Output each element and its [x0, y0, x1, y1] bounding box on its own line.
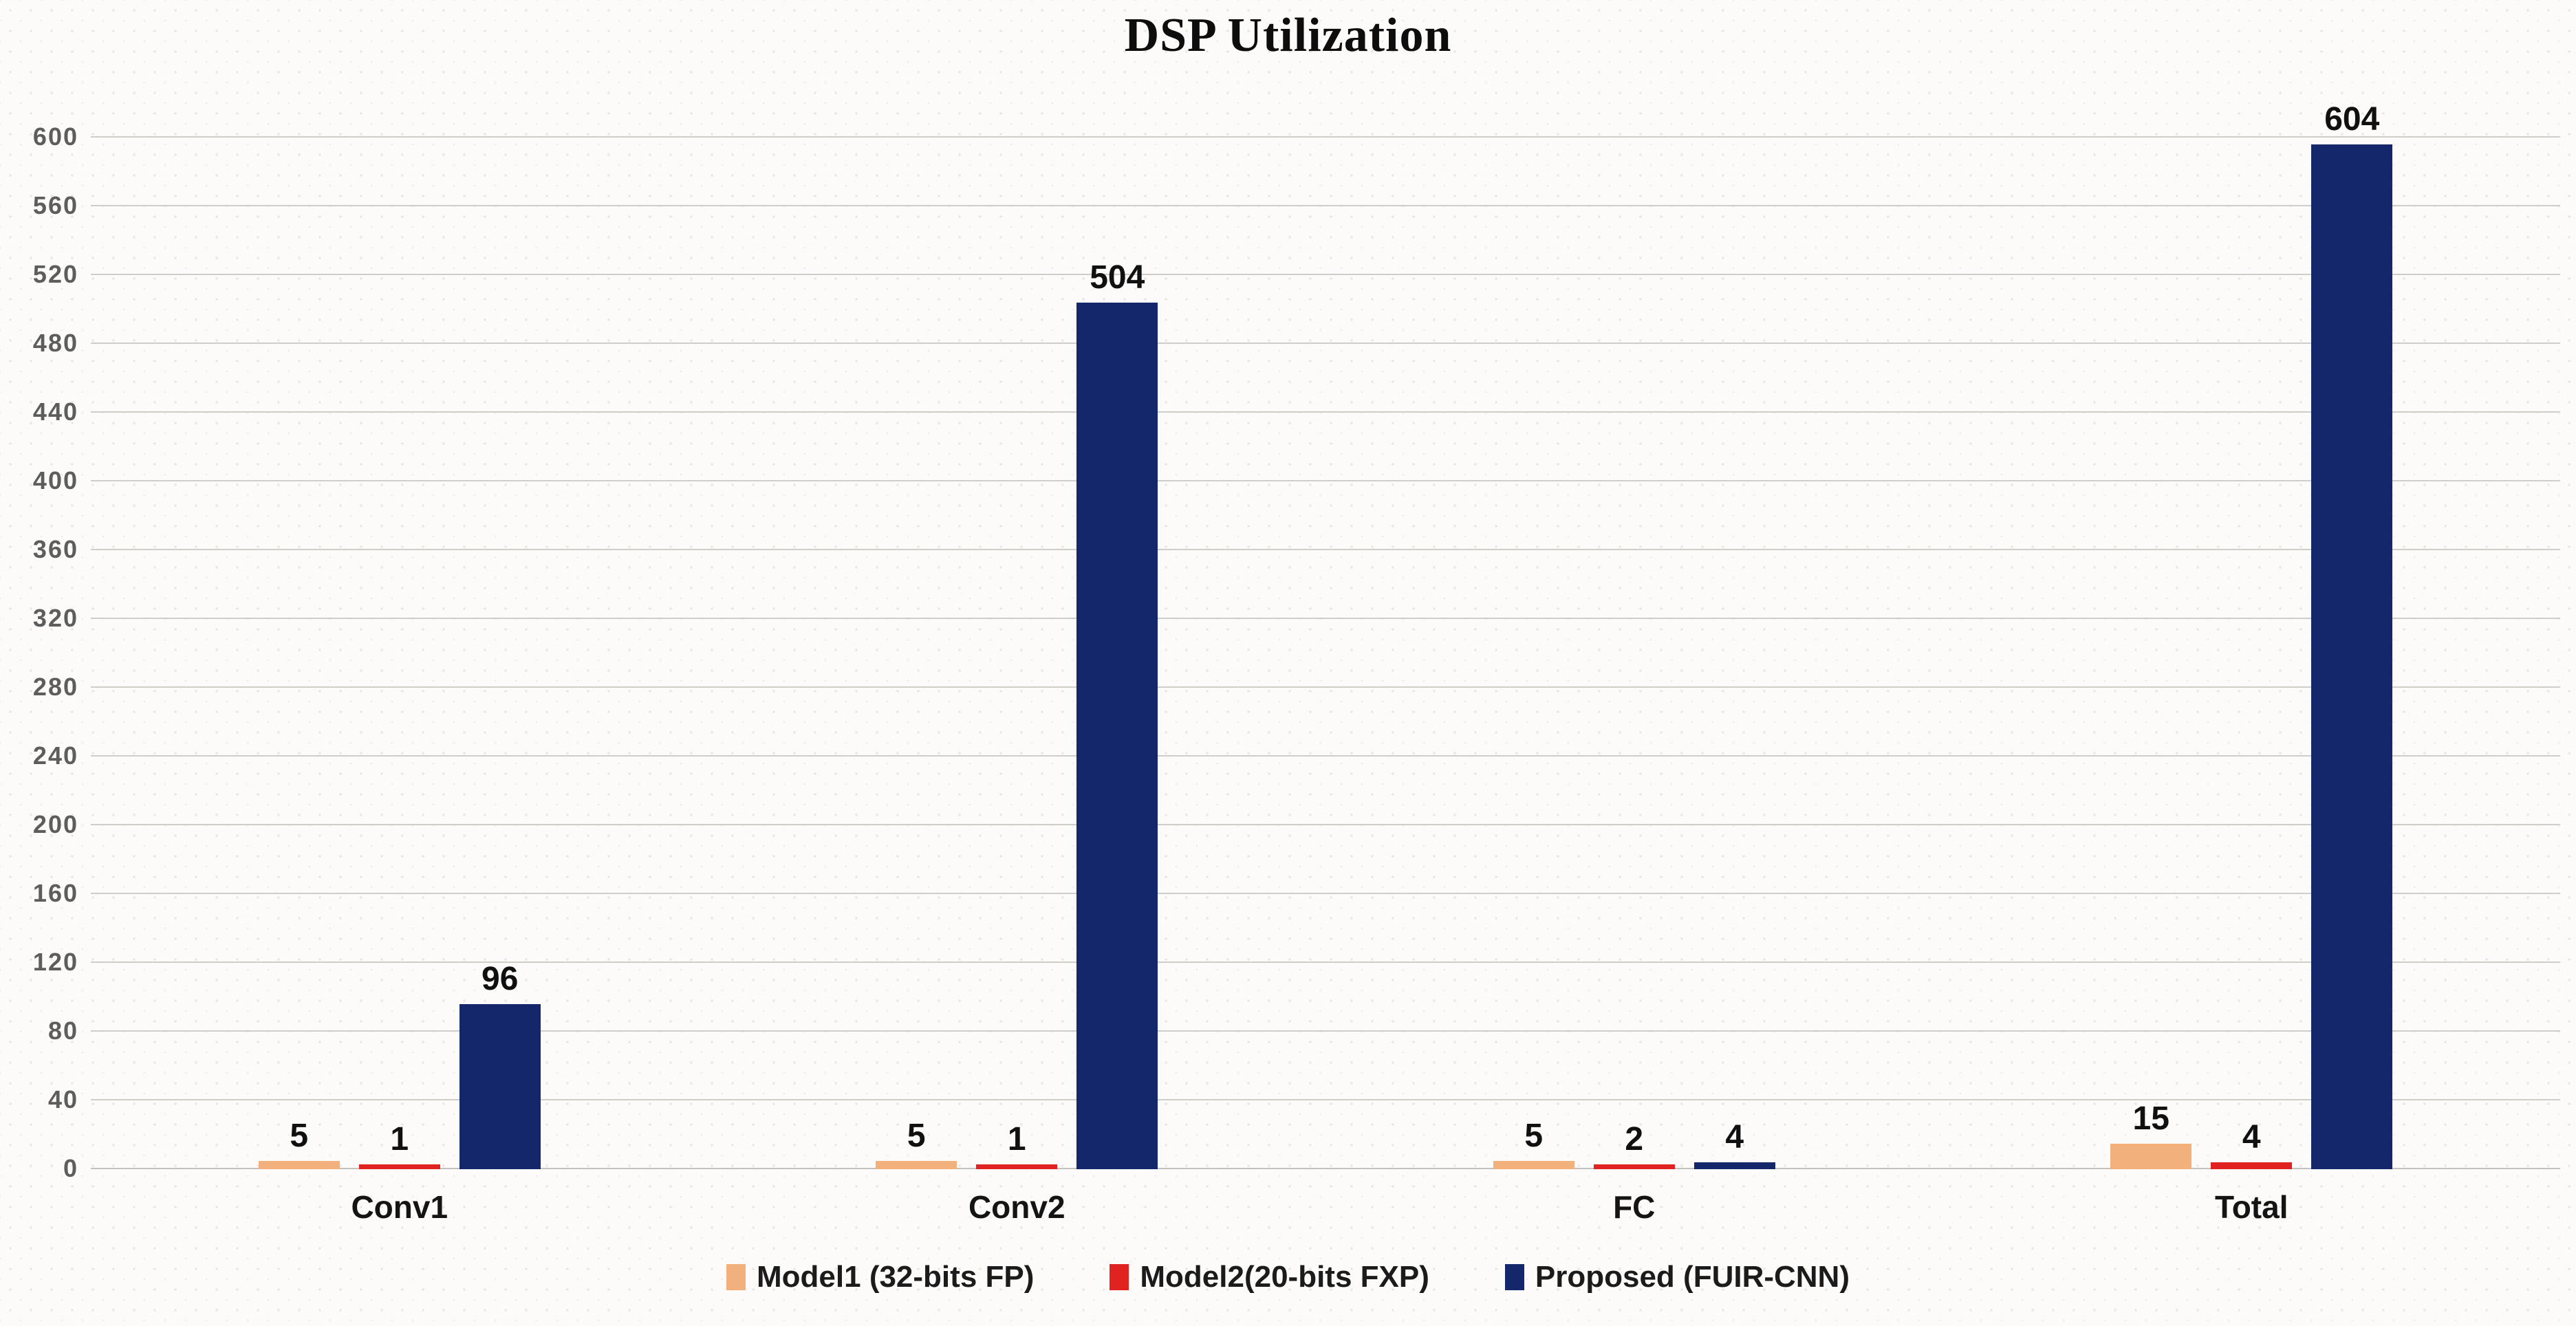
bar-value-label: 96 — [481, 961, 519, 997]
y-tick-label: 240 — [32, 741, 78, 770]
legend-swatch-icon — [726, 1264, 746, 1290]
bar-series-2 — [1593, 1164, 1675, 1169]
bar-column: 5 — [876, 103, 957, 1169]
bar-series-1 — [258, 1160, 340, 1169]
gridline — [91, 755, 2560, 757]
bar-group-total: 15 4 604 — [1943, 103, 2561, 1169]
gridline — [91, 1030, 2560, 1032]
bar-value-label: 1 — [390, 1121, 409, 1157]
y-tick-label: 560 — [32, 191, 78, 219]
bar-series-3 — [1693, 1162, 1775, 1169]
y-tick-label: 480 — [32, 329, 78, 357]
y-tick-label: 0 — [63, 1154, 78, 1182]
y-tick-label: 40 — [47, 1085, 78, 1113]
bar-column: 5 — [258, 103, 340, 1169]
gridline — [91, 343, 2560, 344]
gridline — [91, 893, 2560, 894]
y-tick-label: 360 — [32, 535, 78, 563]
legend-item: Model2(20-bits FXP) — [1110, 1260, 1429, 1294]
y-tick-label: 320 — [32, 604, 78, 632]
x-axis-labels: Conv1 Conv2 FC Total — [91, 1188, 2560, 1226]
bar-value-label: 1 — [1007, 1121, 1026, 1157]
bar-column: 96 — [459, 103, 541, 1169]
legend-label: Model2(20-bits FXP) — [1140, 1260, 1429, 1294]
gridline — [91, 205, 2560, 206]
bar-value-label: 15 — [2132, 1100, 2169, 1137]
legend-item: Proposed (FUIR-CNN) — [1504, 1260, 1850, 1294]
bar-series-2 — [976, 1164, 1058, 1169]
bar-group-fc: 5 2 4 — [1325, 103, 1943, 1169]
bar-value-label: 4 — [1725, 1119, 1744, 1155]
bar-value-label: 504 — [1090, 259, 1145, 296]
bar-column: 15 — [2110, 103, 2192, 1169]
bar-series-3 — [459, 1004, 541, 1169]
bar-column: 4 — [1693, 103, 1775, 1169]
category-label-fc: FC — [1613, 1189, 1656, 1225]
x-axis-baseline — [91, 1168, 2560, 1169]
y-tick-label: 600 — [32, 122, 78, 151]
bar-column: 504 — [1076, 103, 1158, 1169]
bar-column: 1 — [358, 103, 440, 1169]
gridline — [91, 961, 2560, 963]
y-tick-label: 280 — [32, 673, 78, 701]
bar-column: 1 — [976, 103, 1058, 1169]
bar-groups: 5 1 96 5 1 504 5 2 4 15 4 604 — [91, 103, 2560, 1169]
bar-column: 4 — [2211, 103, 2293, 1169]
bar-value-label: 604 — [2324, 101, 2380, 138]
gridline — [91, 824, 2560, 825]
gridline — [91, 411, 2560, 413]
bar-value-label: 5 — [290, 1117, 309, 1154]
plot-area: 0 40 80 120 160 200 240 280 320 360 400 440 480 520 56… — [33, 103, 2560, 1181]
bar-value-label: 4 — [2242, 1119, 2261, 1155]
bar-column: 5 — [1493, 103, 1574, 1169]
bar-column: 604 — [2311, 101, 2393, 1169]
y-tick-label: 160 — [32, 879, 78, 907]
bar-value-label: 5 — [907, 1117, 926, 1154]
gridline — [91, 686, 2560, 688]
bar-value-label: 5 — [1524, 1117, 1544, 1154]
legend-label: Proposed (FUIR-CNN) — [1535, 1260, 1850, 1294]
legend: Model1 (32-bits FP) Model2(20-bits FXP) Pr… — [0, 1260, 2576, 1294]
bar-series-1 — [1493, 1160, 1574, 1169]
bar-series-3 — [2311, 144, 2393, 1169]
legend-item: Model1 (32-bits FP) — [726, 1260, 1034, 1294]
bar-series-1 — [876, 1160, 957, 1169]
chart-title: DSP Utilization — [1124, 9, 1452, 62]
category-label-total: Total — [2215, 1189, 2288, 1225]
gridline — [91, 480, 2560, 481]
gridline — [91, 274, 2560, 275]
bar-column: 2 — [1593, 103, 1675, 1169]
gridline — [91, 1099, 2560, 1100]
y-tick-label: 120 — [32, 948, 78, 976]
y-tick-label: 520 — [32, 260, 78, 288]
bar-value-label: 2 — [1625, 1121, 1644, 1157]
y-tick-label: 400 — [32, 466, 78, 494]
bar-group-conv1: 5 1 96 — [91, 103, 708, 1169]
category-label-conv1: Conv1 — [351, 1189, 448, 1225]
gridline — [91, 549, 2560, 550]
y-tick-label: 200 — [32, 810, 78, 838]
bar-series-2 — [2211, 1162, 2293, 1169]
legend-swatch-icon — [1110, 1264, 1129, 1290]
y-tick-label: 440 — [32, 398, 78, 426]
gridline — [91, 136, 2560, 138]
y-tick-label: 80 — [47, 1017, 78, 1045]
legend-label: Model1 (32-bits FP) — [757, 1260, 1035, 1294]
legend-swatch-icon — [1504, 1264, 1524, 1290]
category-label-conv2: Conv2 — [968, 1189, 1065, 1225]
bar-group-conv2: 5 1 504 — [708, 103, 1326, 1169]
bar-series-3 — [1076, 303, 1158, 1169]
gridline — [91, 618, 2560, 619]
bar-series-1 — [2110, 1143, 2192, 1169]
bar-series-2 — [358, 1164, 440, 1169]
